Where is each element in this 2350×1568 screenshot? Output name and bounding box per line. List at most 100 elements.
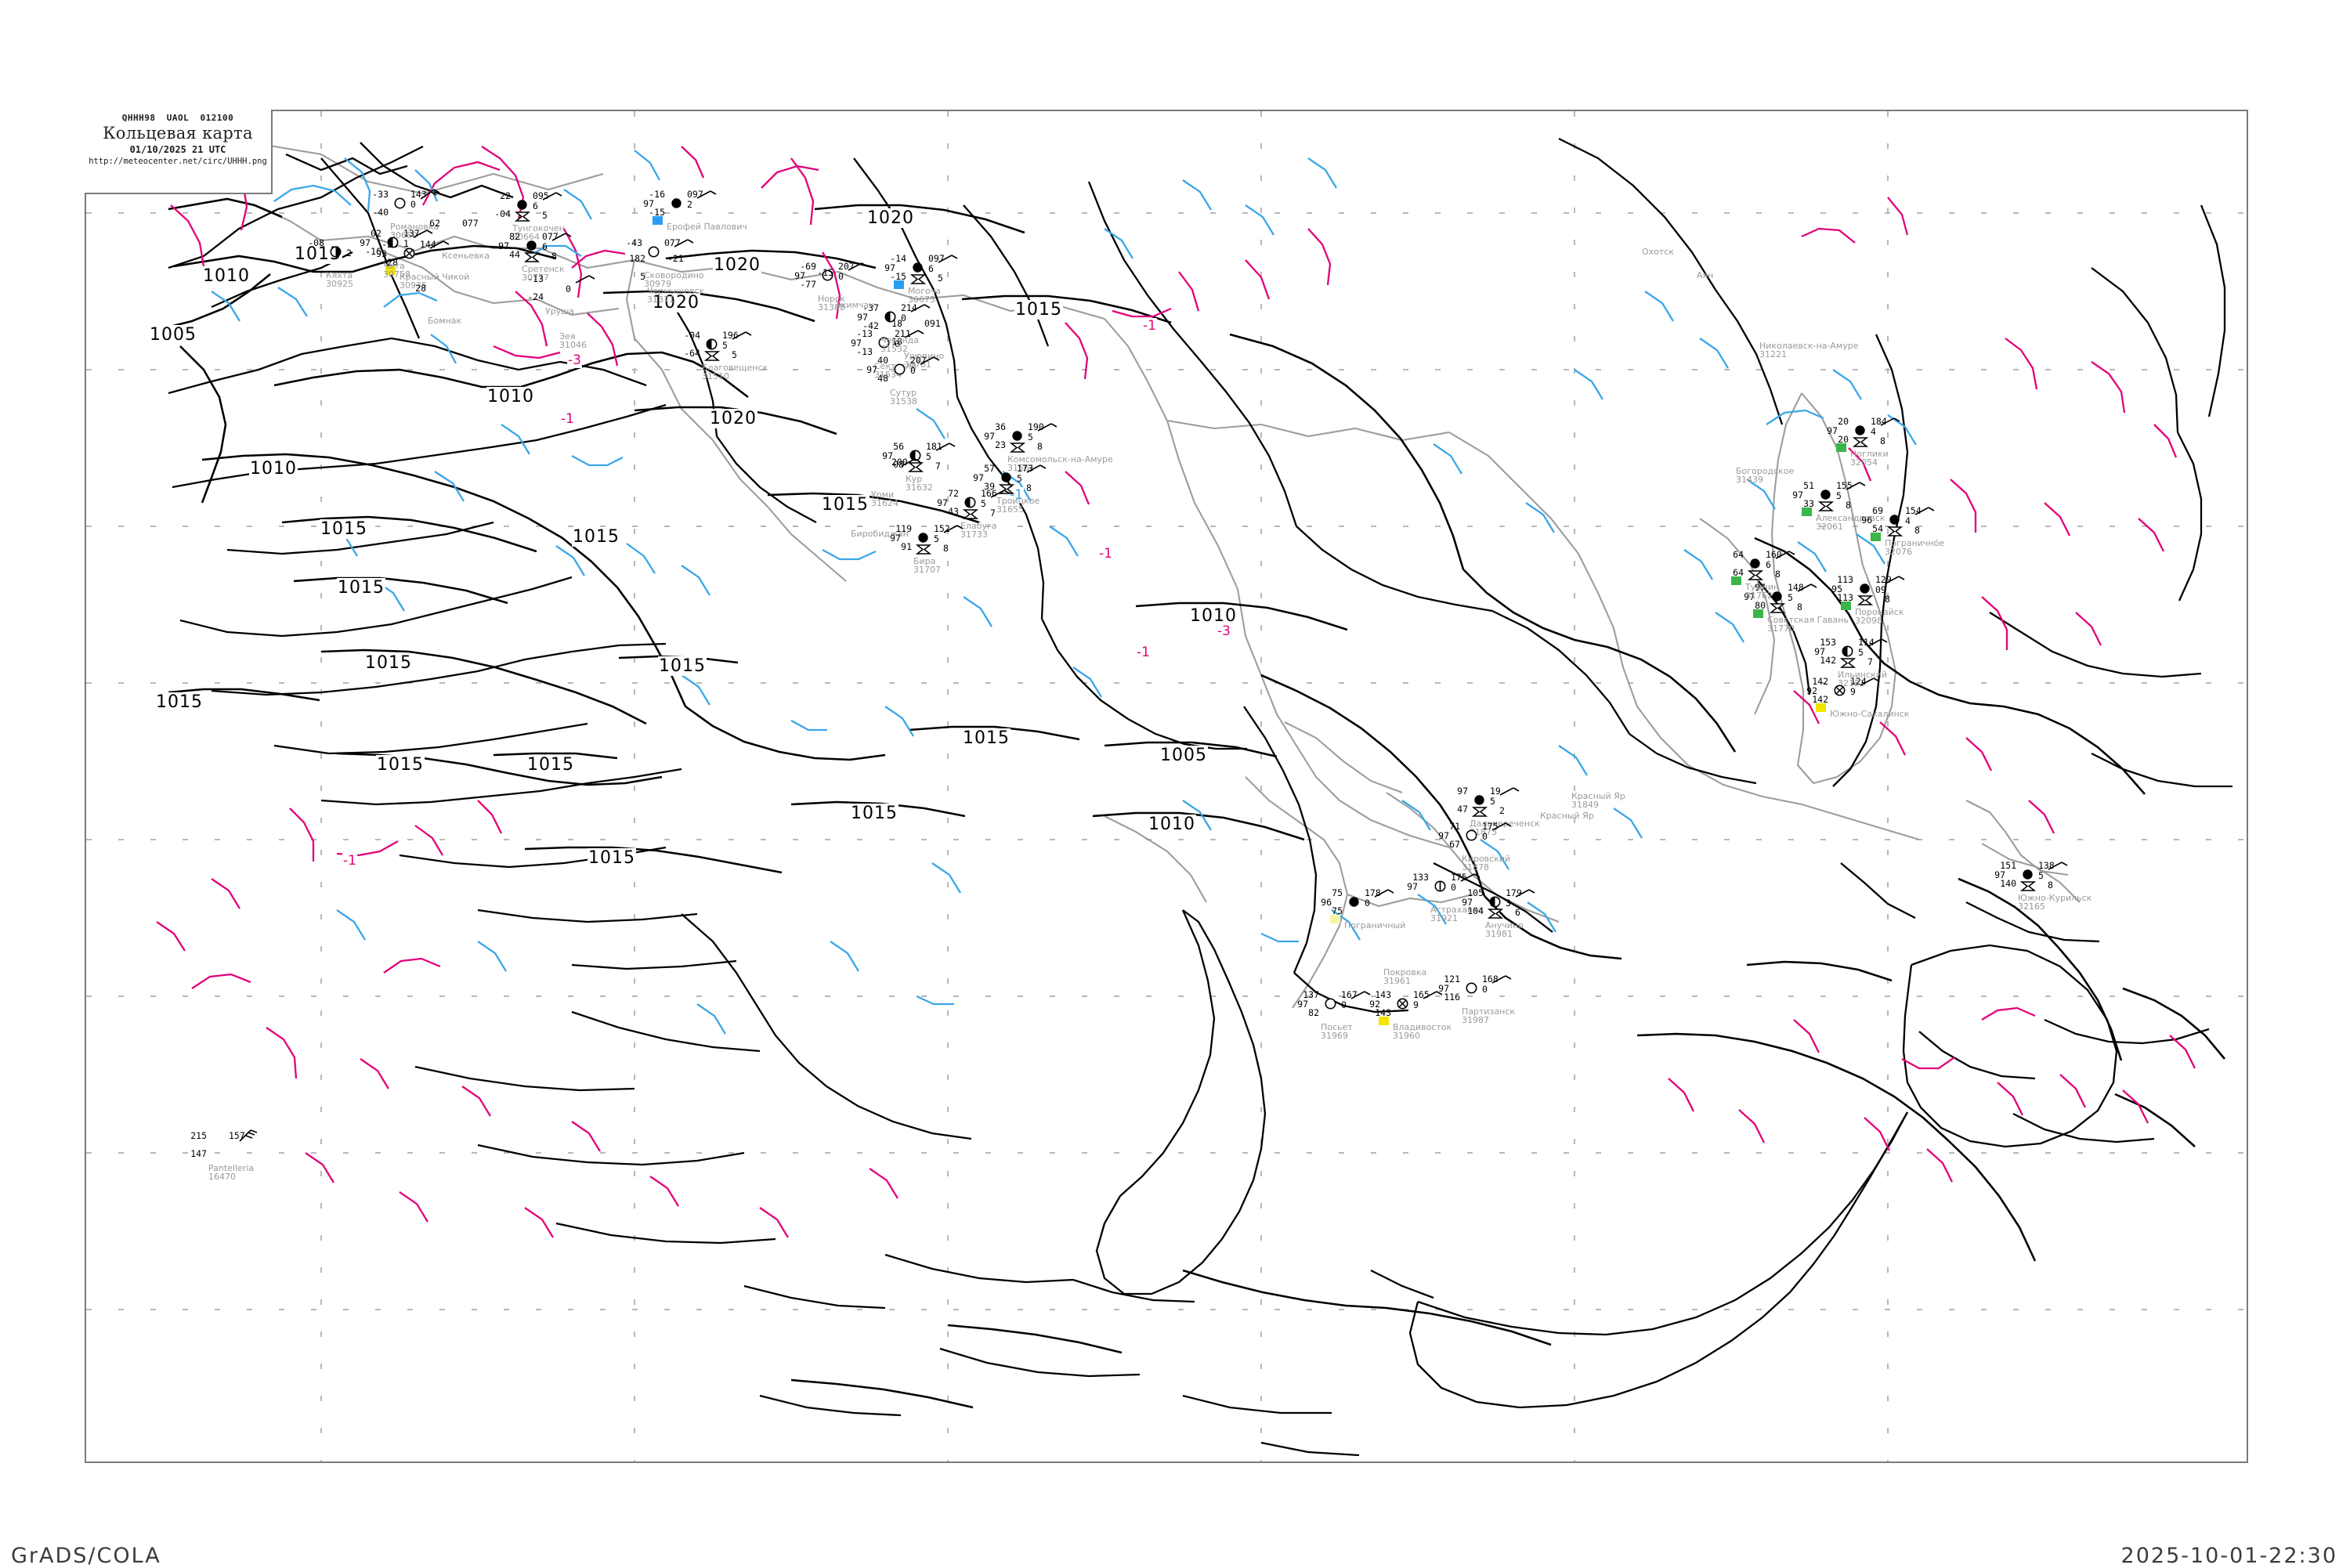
station-plot[interactable]: 02 97 -16 137 1 Чита 30758: [360, 229, 433, 279]
station-visibility: 97: [866, 364, 877, 375]
wind-barb-icon: [990, 487, 1010, 503]
station-pressure: 184: [1871, 416, 1887, 427]
station-plot[interactable]: 97 97 80 148 5 8 Советская Гавань 31770: [1744, 583, 1849, 633]
station-plot[interactable]: 143 92 143 165 9 Владивосток 31960: [1369, 990, 1452, 1040]
station-plot[interactable]: Богородское 31439: [1736, 448, 1794, 484]
station-plot[interactable]: -13 -24 0 Уруша: [527, 274, 595, 316]
cloud-cover-icon: [877, 336, 891, 352]
source-url[interactable]: http://meteocenter.net/circ/UHHH.png: [89, 157, 267, 166]
precipitation-swatch: [1836, 443, 1846, 452]
station-temperature: 51: [1803, 480, 1814, 491]
isobar-label: 1015: [850, 804, 898, 823]
isobar-label: 1010: [249, 459, 298, 479]
station-plot[interactable]: -43 077 Сковородино 30979: [626, 238, 703, 288]
station-dewpoint: -40: [372, 207, 389, 218]
station-plot[interactable]: 18 18 091 Урюпино 30781: [891, 319, 944, 369]
station-plot[interactable]: 182 5 -21 Чернышевск 31371: [629, 254, 704, 304]
station-plot[interactable]: Зея 31046: [559, 313, 587, 349]
station-pressure-tendency: 5: [1028, 432, 1033, 443]
station-name: Ерофей Павлович: [667, 222, 747, 232]
station-temperature: 121: [1444, 974, 1460, 985]
valid-time: 01/10/2025 21 UTC: [129, 144, 226, 155]
station-plot[interactable]: 22 -04 095 6 5 Тунгокочен 30664: [494, 191, 565, 241]
station-plot[interactable]: -08 2 Кяхта 30925: [308, 238, 353, 288]
low-cloud-icon: [1487, 907, 1504, 922]
station-index: 30664: [512, 232, 540, 242]
station-name: Бомнак: [428, 316, 462, 326]
station-temperature: 137: [1303, 989, 1319, 1000]
station-pressure: 168: [1482, 974, 1499, 985]
station-plot[interactable]: 121 97 116 168 0 Партизанск 31987: [1438, 974, 1515, 1024]
station-plot[interactable]: 75 96 75 178 0 Пограничный: [1321, 888, 1405, 930]
station-plot[interactable]: -15 Экимчан: [817, 268, 874, 309]
wind-barb-icon: [1885, 573, 1905, 589]
isobar-label: 1020: [652, 293, 700, 313]
isobar-label: 1015: [572, 527, 620, 547]
station-index: 31655: [996, 504, 1024, 515]
low-cloud-icon: [2019, 880, 2037, 894]
wind-barb-icon: [2048, 859, 2068, 875]
station-pressure: 095: [533, 190, 549, 201]
station-plot[interactable]: 36 97 23 190 5 8 Комсомольск-на-Амуре 31561: [984, 422, 1113, 472]
station-pressure-tendency: 5: [1788, 592, 1793, 603]
wind-barb-icon: [1914, 504, 1935, 520]
station-visibility: 97: [851, 338, 862, 349]
station-temperature: 62: [429, 218, 440, 229]
station-plot[interactable]: 119 97 91 152 5 8 Бира 31707: [890, 524, 964, 574]
station-index: 30781: [904, 359, 931, 370]
station-pressure-tendency: 2: [687, 199, 692, 210]
precipitation-swatch: [1816, 703, 1826, 712]
station-name: Кур: [906, 474, 923, 484]
station-name: Урюпино: [904, 351, 945, 361]
station-plot[interactable]: 113 95 113 129 09 8 Поронайск 32098: [1831, 575, 1905, 625]
wind-barb-icon: [910, 302, 931, 317]
low-cloud-icon: [1009, 441, 1026, 456]
station-pressure: 207: [910, 355, 927, 366]
station-pressure: 148: [1788, 582, 1804, 593]
station-plot[interactable]: Покровка 31961: [1383, 949, 1426, 985]
station-pressure: 152: [934, 523, 950, 534]
station-plot[interactable]: 137 97 82 167 0 Посьет 31969: [1297, 990, 1371, 1040]
station-pressure: 077: [542, 231, 559, 242]
station-dewpoint: 48: [877, 373, 888, 384]
isobar-label: 1010: [1189, 606, 1238, 626]
station-plot[interactable]: 20 97 20 184 4 8 Ноглики 32054: [1827, 417, 1900, 467]
station-plot[interactable]: 151 97 140 138 5 8 Южно-Курильск 32165: [1994, 861, 2092, 911]
station-dewpoint: -15: [890, 271, 906, 282]
station-name: Урми: [871, 490, 895, 500]
station-pressure: 165: [1413, 989, 1430, 1000]
station-index: 31770: [1767, 623, 1795, 634]
station-plot[interactable]: 200 Урми 31624: [871, 457, 921, 508]
station-plot[interactable]: 51 97 33 155 5 8 Александровск 32061: [1792, 481, 1885, 531]
station-plot[interactable]: Аян: [1697, 252, 1713, 280]
station-plot[interactable]: 82 97 44 077 6 8 Сретенск 30777: [498, 232, 572, 282]
station-dewpoint: 44: [509, 249, 520, 260]
station-name: Охотск: [1642, 247, 1674, 257]
station-pressure-tendency: 1: [403, 238, 409, 249]
station-index: 31439: [1736, 475, 1763, 485]
isotherm-label: -1: [560, 411, 575, 427]
station-cloud-height: 7: [1867, 656, 1873, 667]
station-temperature: 133: [1412, 872, 1429, 883]
station-pressure-tendency: 2: [346, 247, 352, 258]
station-plot[interactable]: 105 97 104 179 3 6 Анучино 31981: [1462, 888, 1535, 938]
station-plot[interactable]: -14 97 -15 097 6 5 Могоча 30673: [884, 254, 958, 304]
station-plot[interactable]: 64 64 160 6 8 Тумнин 31762: [1731, 550, 1795, 600]
map-title-cartouche: QHHH98 UAOL 012100 Кольцевая карта 01/10…: [85, 110, 273, 194]
station-temperature: -04: [684, 330, 700, 341]
wind-barb-icon: [238, 1129, 258, 1145]
isobar-label: 1015: [962, 728, 1010, 748]
cloud-cover-icon: [1833, 684, 1846, 700]
station-pressure: 137: [403, 228, 420, 239]
cloud-cover-icon: [1434, 880, 1447, 896]
station-plot[interactable]: 69 96 54 154 4 8 Погранично́е 32076: [1861, 506, 1944, 556]
station-name: Погранично́е: [1885, 538, 1945, 548]
synoptic-map-frame[interactable]: [85, 110, 2248, 1463]
cloud-cover-icon: [1888, 513, 1901, 529]
station-temperature: -08: [308, 237, 324, 248]
wind-barb-icon: [904, 327, 924, 343]
low-cloud-icon: [1817, 500, 1835, 515]
station-plot[interactable]: Красный Яр 31849: [1571, 773, 1625, 809]
station-plot[interactable]: 142 92 142 124 9 Южно-Сахалинск: [1806, 677, 1909, 718]
